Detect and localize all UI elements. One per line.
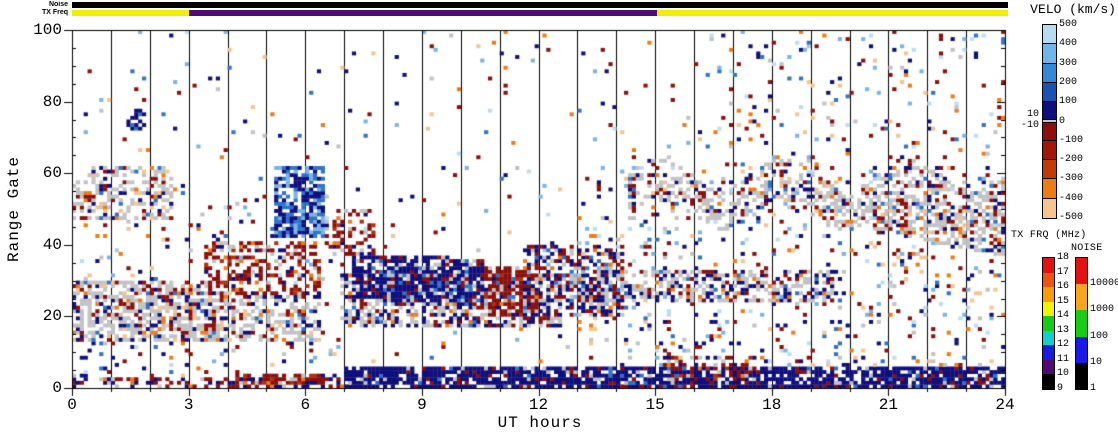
colorbar-segment <box>1043 272 1054 288</box>
velocity-colorbar-title: VELO (km/s) <box>1030 2 1116 17</box>
y-tick-label: 40 <box>42 235 62 254</box>
colorbar-segment <box>1043 198 1056 218</box>
status-bar-segment <box>72 10 189 16</box>
colorbar-label: 200 <box>1059 76 1078 88</box>
x-tick-label: 12 <box>528 396 549 414</box>
colorbar-segment <box>1043 25 1056 45</box>
colorbar-label: 100 <box>1090 330 1109 342</box>
colorbar-label: 1000 <box>1090 304 1115 316</box>
colorbar-segment <box>1043 287 1054 302</box>
colorbar-segment <box>1043 119 1056 124</box>
x-tick-label: 15 <box>645 396 665 414</box>
colorbar-label: 15 <box>1057 295 1070 307</box>
colorbar-label: 500 <box>1059 19 1078 30</box>
colorbar-label: 11 <box>1057 353 1070 365</box>
colorbar-label: 13 <box>1057 324 1070 336</box>
colorbar-label: 9 <box>1057 383 1064 394</box>
colorbar-label: 0 <box>1059 115 1066 127</box>
colorbar-segment <box>1043 140 1056 161</box>
y-tick-label: 60 <box>42 164 62 183</box>
colorbar-label: 18 <box>1057 252 1070 263</box>
x-tick-label: 6 <box>300 396 311 414</box>
colorbar-segment <box>1043 123 1056 141</box>
y-tick-label: 20 <box>42 307 62 326</box>
x-tick-label: 24 <box>995 396 1015 414</box>
colorbar-label: -200 <box>1059 154 1084 166</box>
x-tick-label: 3 <box>183 396 194 414</box>
colorbar-label: -300 <box>1059 173 1084 185</box>
colorbar-segment <box>1043 160 1056 180</box>
x-tick-label: 0 <box>67 396 77 414</box>
status-bar-segment <box>189 10 657 16</box>
colorbar-label: 10 <box>1090 356 1103 368</box>
colorbar-segment <box>1076 362 1087 389</box>
colorbar-segment <box>1043 374 1054 389</box>
txfreq-bar-label: TX Freq <box>41 9 68 16</box>
txfrq-colorbar-title: TX FRQ (MHz) <box>1011 230 1087 241</box>
colorbar-label: 10 <box>1057 368 1070 380</box>
colorbar-label: 300 <box>1059 57 1078 69</box>
colorbar-segment <box>1076 258 1087 285</box>
colorbar-label: 16 <box>1057 281 1070 293</box>
x-axis-title: UT hours <box>497 414 583 432</box>
colorbar-segment <box>1043 316 1054 331</box>
colorbar-label: 10000 <box>1090 278 1118 290</box>
colorbar-label: 14 <box>1057 310 1070 322</box>
noise-status-bar <box>72 2 1008 8</box>
x-tick-label: 21 <box>878 396 898 414</box>
colorbar-segment <box>1043 179 1056 199</box>
txfrq-colorbar <box>1042 257 1055 390</box>
colorbar-label: 17 <box>1057 266 1070 278</box>
colorbar-segment <box>1076 284 1087 311</box>
colorbar-label: -100 <box>1059 134 1084 146</box>
y-axis-title: Range Gate <box>5 155 23 263</box>
colorbar-segment <box>1043 258 1054 273</box>
velocity-colorbar <box>1042 24 1057 219</box>
colorbar-segment <box>1076 310 1087 337</box>
colorbar-segment <box>1043 345 1054 360</box>
colorbar-label: 10 <box>1026 108 1039 120</box>
colorbar-segment <box>1043 301 1054 317</box>
x-tick-label: 18 <box>762 396 782 414</box>
colorbar-label: 100 <box>1059 96 1078 108</box>
colorbar-label: -400 <box>1059 192 1084 204</box>
colorbar-label: 400 <box>1059 38 1078 50</box>
noise-bar-label: Noise <box>48 1 68 8</box>
colorbar-segment <box>1043 44 1056 64</box>
colorbar-label: 1 <box>1090 383 1097 394</box>
colorbar-segment <box>1076 336 1087 363</box>
colorbar-label: 12 <box>1057 339 1070 351</box>
noise-colorbar-title: NOISE <box>1071 243 1103 254</box>
status-bar-segment <box>657 10 1008 16</box>
txfreq-status-bar <box>72 10 1008 16</box>
colorbar-segment <box>1043 359 1054 375</box>
colorbar-segment <box>1043 330 1054 346</box>
y-tick-label: 80 <box>42 92 62 111</box>
colorbar-segment <box>1043 82 1056 103</box>
x-tick-label: 9 <box>417 396 427 414</box>
colorbar-label: -10 <box>1020 120 1039 132</box>
colorbar-label: -500 <box>1059 212 1084 223</box>
noise-colorbar <box>1075 257 1088 390</box>
colorbar-segment <box>1043 63 1056 83</box>
status-bar-segment <box>72 2 1008 8</box>
y-tick-label: 100 <box>33 21 62 39</box>
y-tick-label: 0 <box>52 379 62 397</box>
colorbar-segment <box>1043 102 1056 120</box>
